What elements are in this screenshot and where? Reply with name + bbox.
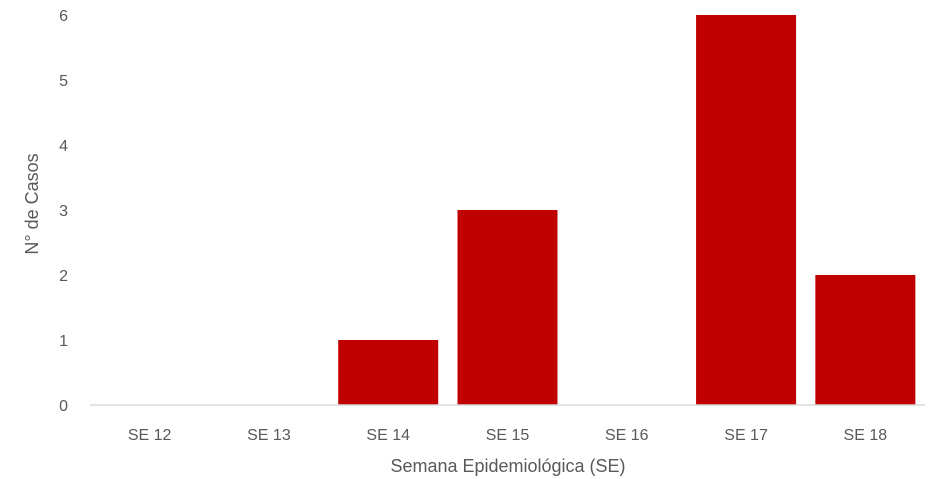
y-tick-label: 1 [59,333,68,350]
y-axis-title: N° de Casos [22,153,42,254]
bar [815,275,916,405]
bar [457,210,558,405]
y-tick-label: 3 [59,203,68,220]
bar [338,340,439,405]
x-axis-ticks: SE 12 SE 13 SE 14 SE 15 SE 16 SE 17 SE 18 [128,427,887,444]
x-tick-label: SE 17 [724,427,768,444]
bar [696,15,797,405]
y-tick-label: 4 [59,138,68,155]
x-tick-label: SE 13 [247,427,291,444]
bars [338,15,916,405]
x-tick-label: SE 18 [844,427,888,444]
x-tick-label: SE 14 [366,427,410,444]
x-tick-label: SE 15 [486,427,530,444]
x-tick-label: SE 12 [128,427,172,444]
x-tick-label: SE 16 [605,427,649,444]
y-tick-label: 6 [59,8,68,25]
y-tick-label: 0 [59,398,68,415]
y-axis-ticks: 0 1 2 3 4 5 6 [59,8,68,415]
y-tick-label: 2 [59,268,68,285]
x-axis-title: Semana Epidemiológica (SE) [390,456,625,476]
y-tick-label: 5 [59,73,68,90]
